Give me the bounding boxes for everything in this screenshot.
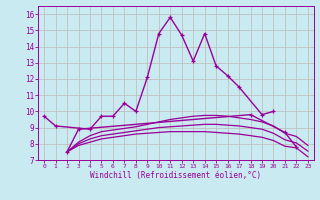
X-axis label: Windchill (Refroidissement éolien,°C): Windchill (Refroidissement éolien,°C) xyxy=(91,171,261,180)
